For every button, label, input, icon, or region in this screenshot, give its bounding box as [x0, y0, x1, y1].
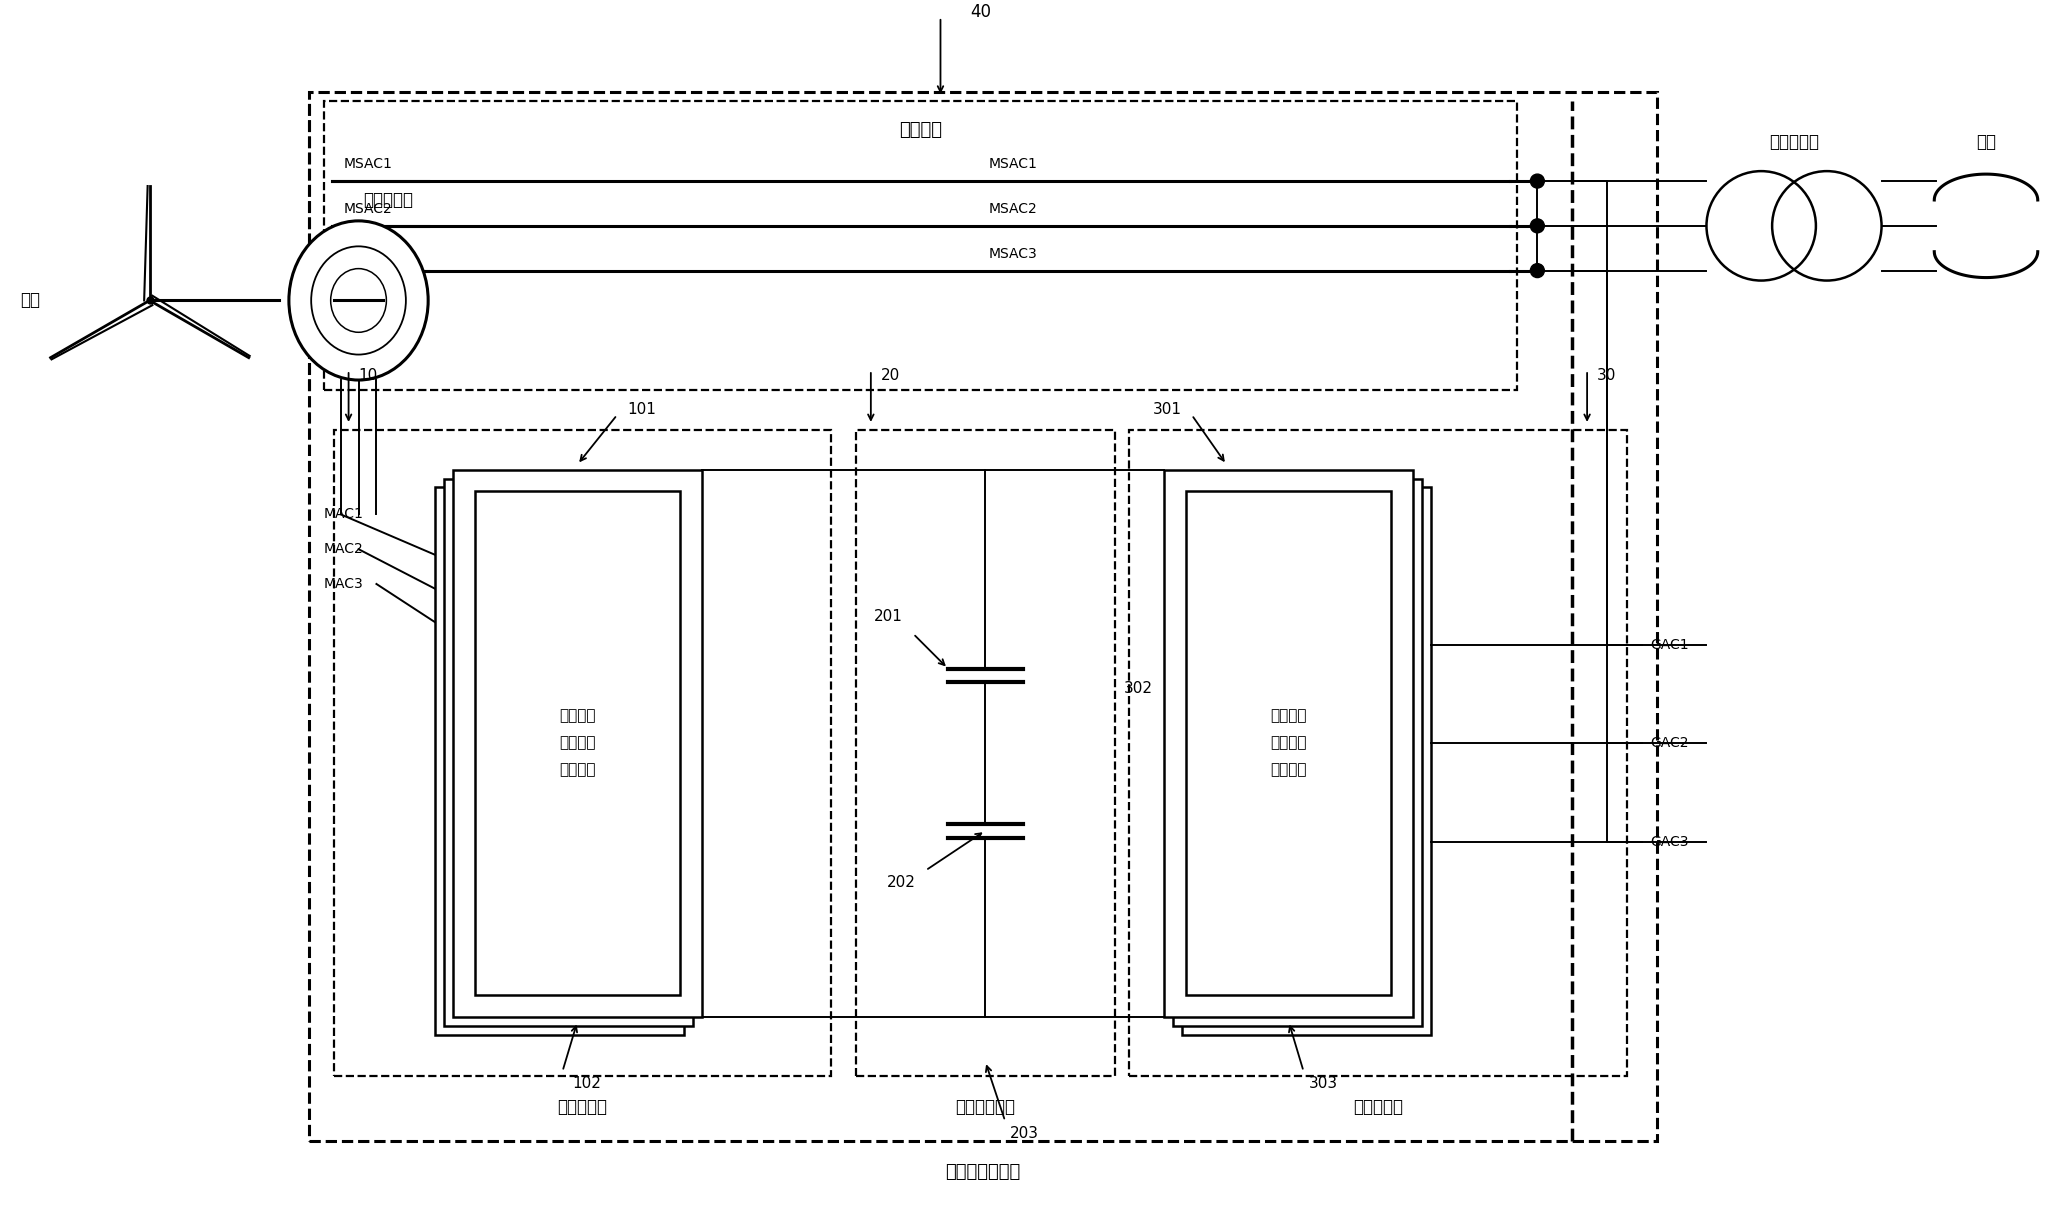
- Text: MSAC1: MSAC1: [343, 157, 393, 171]
- Text: 303: 303: [1308, 1076, 1337, 1091]
- Bar: [1165, 470, 1413, 1017]
- Text: MAC3: MAC3: [324, 577, 364, 591]
- Text: 301: 301: [1153, 402, 1182, 417]
- Circle shape: [1707, 171, 1816, 281]
- Circle shape: [1531, 264, 1543, 277]
- Text: MSAC3: MSAC3: [343, 247, 393, 260]
- Text: 电网变压器: 电网变压器: [1768, 134, 1818, 151]
- Bar: [436, 487, 684, 1034]
- Text: 直流滤波电路: 直流滤波电路: [954, 1098, 1014, 1117]
- Bar: [1182, 487, 1432, 1034]
- Bar: [335, 429, 831, 1076]
- Text: 双馈风电变流器: 双馈风电变流器: [944, 1163, 1021, 1180]
- Text: 单相电容
嵌位三电
平变换器: 单相电容 嵌位三电 平变换器: [560, 709, 595, 778]
- Bar: [475, 492, 680, 995]
- Bar: [308, 92, 1657, 1141]
- Text: 202: 202: [886, 875, 915, 891]
- Text: MSAC2: MSAC2: [343, 202, 393, 216]
- Text: 201: 201: [874, 609, 903, 623]
- Text: GAC3: GAC3: [1651, 834, 1688, 849]
- Text: 机侧变换器: 机侧变换器: [558, 1098, 607, 1117]
- Text: 10: 10: [359, 368, 378, 383]
- Circle shape: [1531, 174, 1543, 188]
- Bar: [1130, 429, 1626, 1076]
- Text: MAC2: MAC2: [324, 542, 364, 556]
- Ellipse shape: [289, 221, 428, 380]
- Text: GAC1: GAC1: [1651, 638, 1688, 652]
- Circle shape: [1531, 218, 1543, 233]
- Text: 定子回路: 定子回路: [899, 121, 942, 140]
- Bar: [1173, 479, 1421, 1026]
- Text: MSAC2: MSAC2: [988, 202, 1037, 216]
- Text: 102: 102: [572, 1076, 601, 1091]
- Ellipse shape: [331, 269, 386, 333]
- Text: 30: 30: [1597, 368, 1616, 383]
- Text: MAC1: MAC1: [324, 507, 364, 521]
- Ellipse shape: [312, 247, 405, 355]
- Text: 风机: 风机: [21, 292, 41, 309]
- Text: 203: 203: [1010, 1126, 1039, 1141]
- Text: 电网: 电网: [1975, 134, 1996, 151]
- Bar: [1186, 492, 1390, 995]
- Text: 302: 302: [1124, 681, 1153, 696]
- Bar: [324, 102, 1516, 390]
- Text: 101: 101: [628, 402, 657, 417]
- Text: MSAC1: MSAC1: [988, 157, 1037, 171]
- Text: GAC2: GAC2: [1651, 736, 1688, 750]
- Text: 双馈发电机: 双馈发电机: [364, 191, 413, 209]
- Text: MSAC3: MSAC3: [988, 247, 1037, 260]
- Bar: [855, 429, 1114, 1076]
- Bar: [444, 479, 692, 1026]
- Text: 单相半导
嵌位三电
平变换器: 单相半导 嵌位三电 平变换器: [1271, 709, 1308, 778]
- Text: 网侧变换器: 网侧变换器: [1353, 1098, 1403, 1117]
- Bar: [452, 470, 702, 1017]
- Text: 20: 20: [880, 368, 901, 383]
- Text: 40: 40: [971, 2, 992, 21]
